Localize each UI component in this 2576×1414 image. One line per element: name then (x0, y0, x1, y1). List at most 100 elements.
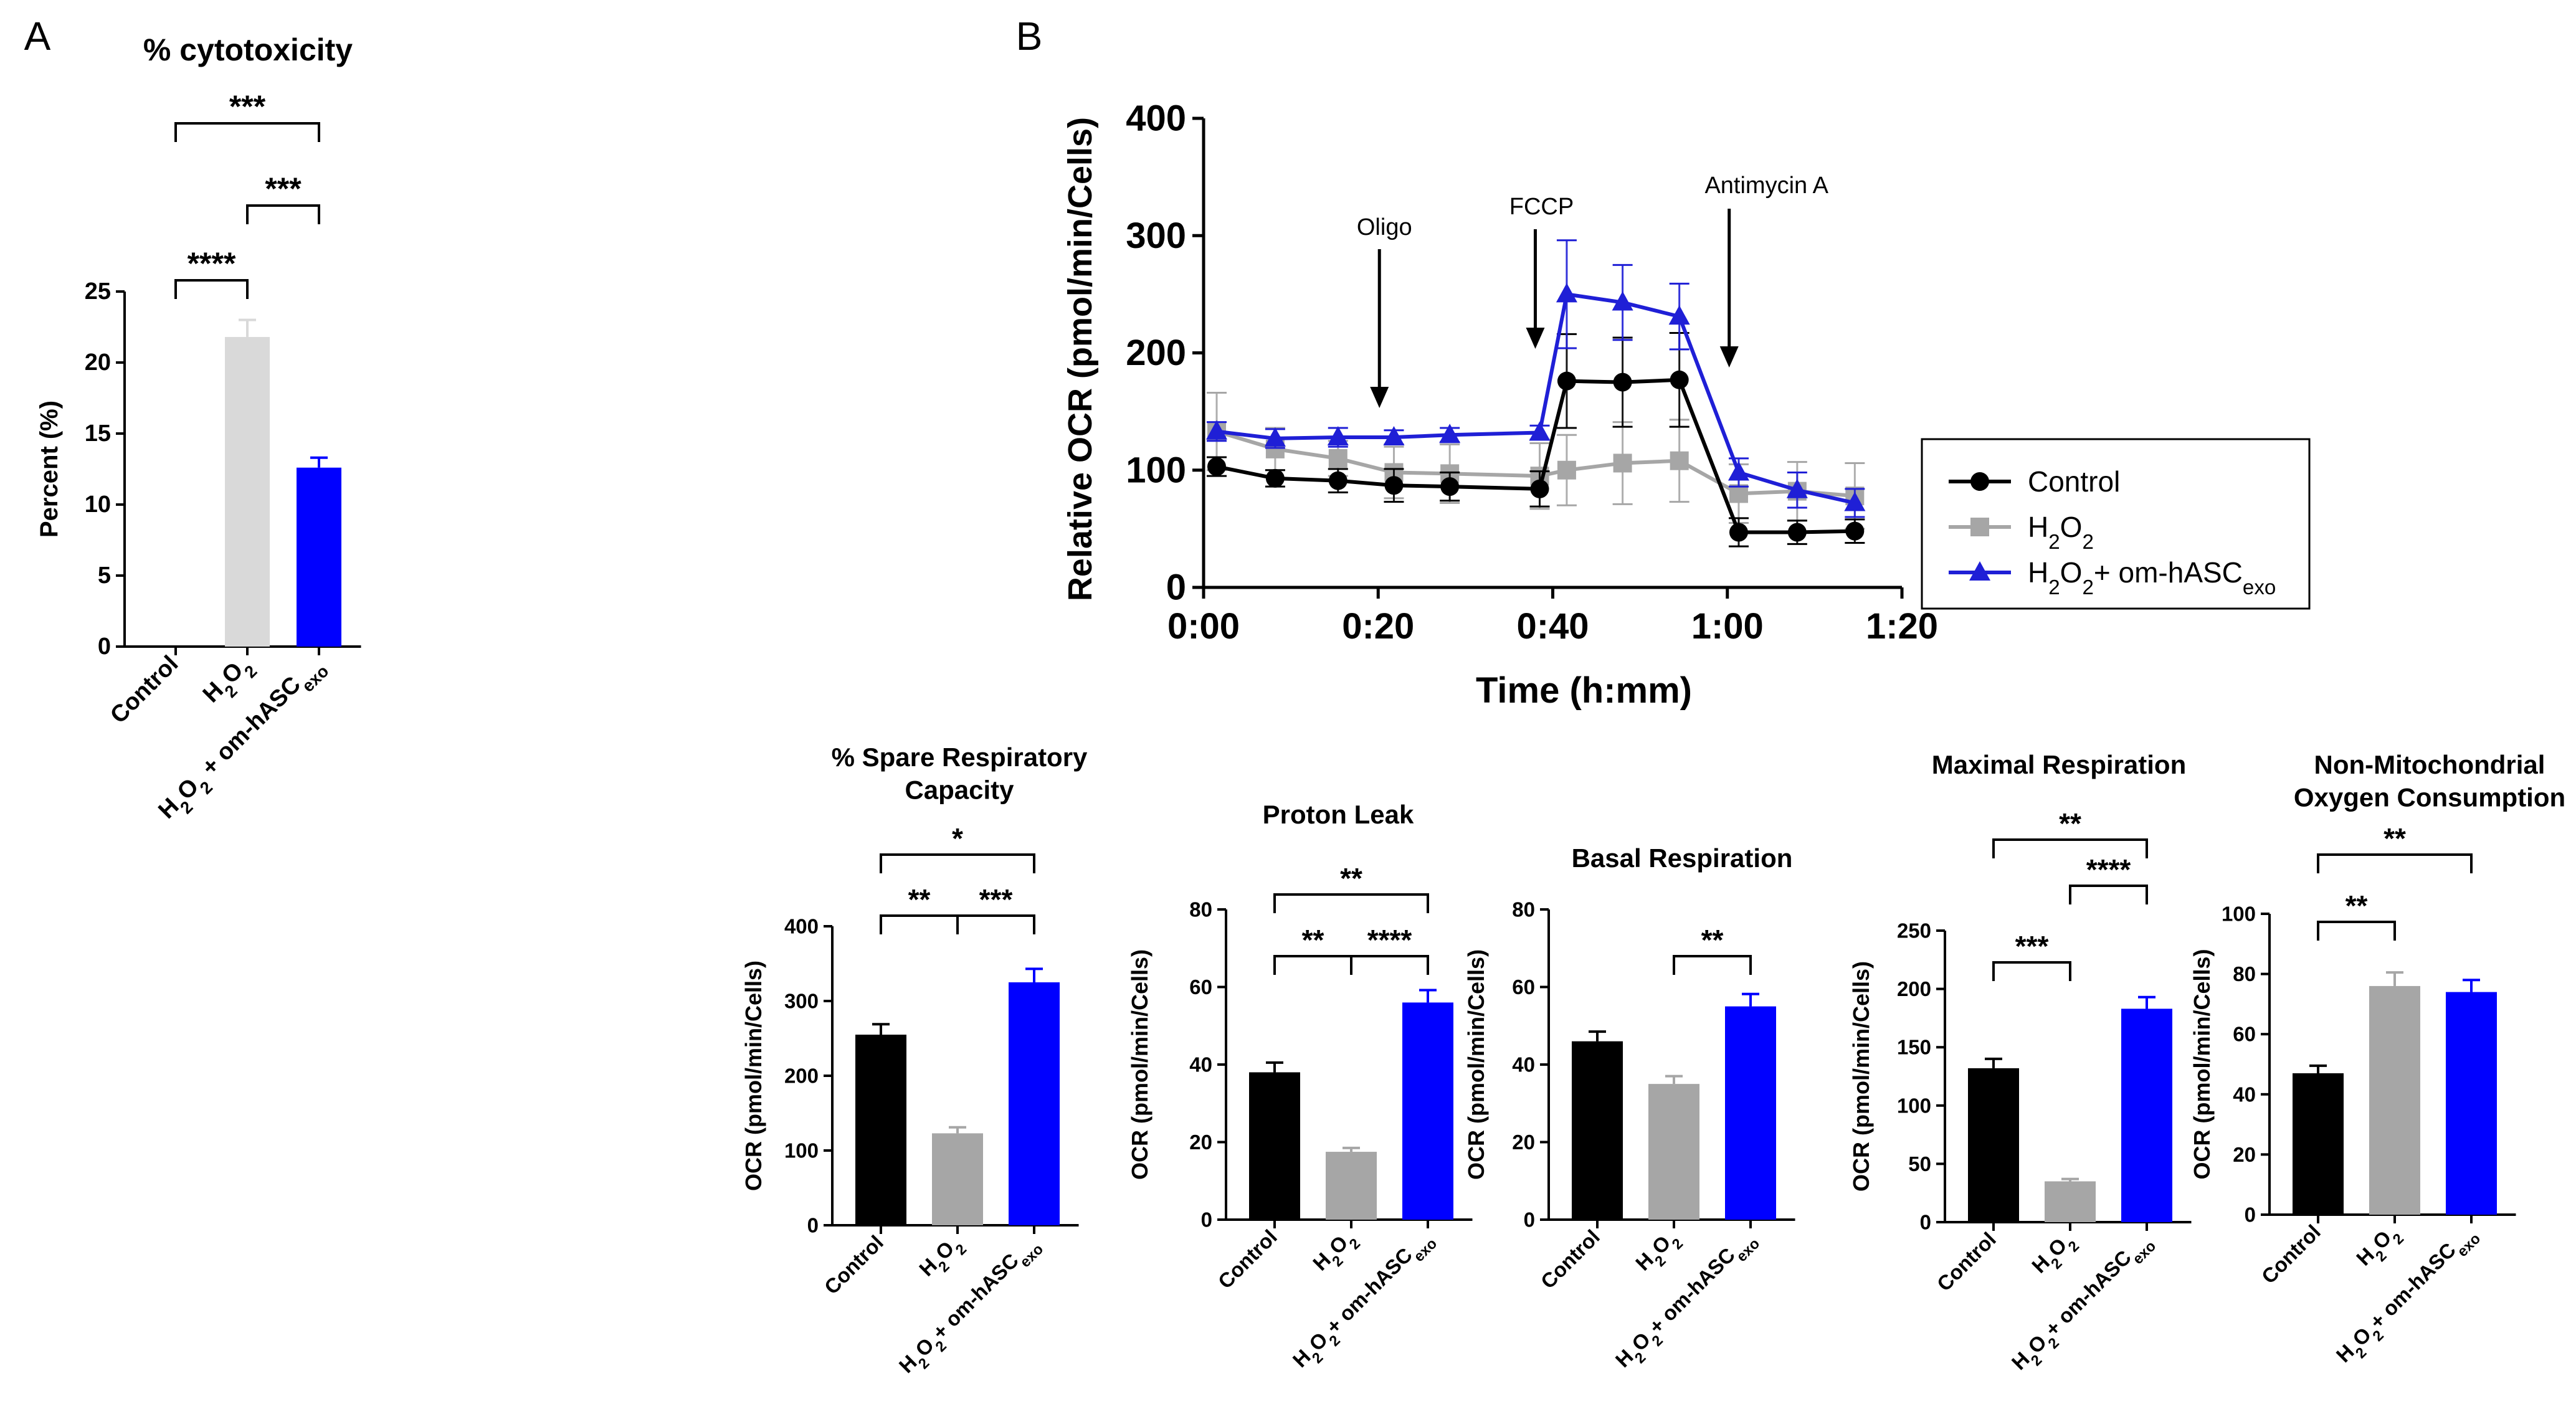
x-tick-label: Control (2257, 1220, 2325, 1288)
bar (1402, 1002, 1453, 1220)
significance-bracket (1273, 955, 1352, 975)
y-tick-label: 50 (1908, 1152, 1931, 1175)
significance-bracket (2069, 885, 2148, 904)
significance-bracket (1992, 838, 2148, 858)
data-point (1557, 460, 1576, 480)
bar (1725, 1006, 1776, 1220)
y-tick-label: 0 (98, 633, 111, 660)
y-tick-label: 20 (1512, 1131, 1535, 1154)
data-point (1845, 521, 1865, 541)
significance-bracket (2317, 853, 2473, 873)
bar (1249, 1072, 1300, 1220)
significance-label: * (952, 822, 963, 855)
significance-bracket (1673, 955, 1752, 975)
data-point (1729, 523, 1748, 542)
y-axis-label: Relative OCR (pmol/min/Cells) (1062, 117, 1099, 601)
chart-nonmito: Non-Mitochondrial Oxygen Consumption 0 20 40… (2189, 750, 2565, 1367)
bar (2121, 1008, 2172, 1222)
annotation-arrowhead (1526, 328, 1545, 349)
bar (1648, 1084, 1699, 1220)
chart-spare: % Spare Respiratory Capacity 0 100 200 300 400… (741, 743, 1088, 1383)
significance-bracket (1992, 961, 2071, 981)
y-tick-label: 60 (2233, 1023, 2256, 1046)
data-point (1264, 427, 1286, 447)
chart-title: Oxygen Consumption (2294, 783, 2565, 812)
annotation-arrowhead (1719, 346, 1739, 368)
significance-bracket (2317, 921, 2396, 941)
y-axis-label: Percent (%) (36, 401, 63, 538)
significance-label: *** (979, 883, 1013, 916)
significance-label: ** (1701, 924, 1724, 956)
data-point (1844, 491, 1866, 511)
x-tick-label: H2O2 (1631, 1225, 1686, 1281)
y-tick-label: 40 (2233, 1083, 2256, 1106)
significance-bracket (880, 914, 959, 934)
chart-title: % cytotoxicity (143, 32, 353, 67)
chart-title: Proton Leak (1263, 800, 1414, 829)
y-tick-label: 20 (2233, 1143, 2256, 1166)
chart-title: Basal Respiration (1572, 843, 1793, 873)
series-1 (1207, 392, 1865, 530)
y-tick-label: 80 (1512, 898, 1535, 921)
y-tick-label: 300 (784, 990, 819, 1013)
data-point (1440, 477, 1460, 496)
y-tick-label: 250 (1897, 919, 1931, 942)
y-tick-label: 20 (85, 349, 111, 376)
significance-label: ** (2345, 890, 2368, 922)
series-2 (1206, 239, 1866, 518)
y-tick-label: 40 (1512, 1053, 1535, 1076)
significance-label: **** (188, 246, 236, 281)
chart-title: Capacity (905, 776, 1014, 805)
data-point (1613, 453, 1632, 473)
data-point (1265, 468, 1285, 488)
x-tick-label: Control (1536, 1225, 1604, 1293)
x-tick-label: H2O2+ om-hASCexo (1288, 1225, 1440, 1377)
x-tick-label: H2O2 (198, 651, 260, 713)
bar (1009, 982, 1060, 1225)
annotation-label: Oligo (1357, 214, 1412, 240)
y-tick-label: 0 (807, 1214, 819, 1237)
chart-ocr: 0 100 200 300 400 0:00 0:20 0:40 1:00 1:20 Time (h… (1062, 98, 2311, 711)
y-axis-label: OCR (pmol/min/Cells) (1848, 961, 1874, 1192)
bar (297, 467, 341, 647)
panel-label-a: A (24, 14, 51, 59)
series-line (1216, 377, 1855, 534)
x-tick-label: H2O2 (1308, 1225, 1364, 1281)
data-point (1383, 426, 1405, 446)
y-tick-label: 15 (85, 420, 111, 447)
legend-marker (1969, 561, 1990, 581)
legend-label: H2O2+ om-hASCexo (2028, 556, 2276, 599)
x-tick-label: Control (105, 651, 183, 729)
chart-cytotoxicity: % cytotoxicity 0 5 10 15 20 25 Percent (%) Contr… (36, 32, 361, 824)
x-tick-label: H2O2 (2027, 1228, 2083, 1283)
data-point (1668, 305, 1690, 325)
significance-bracket (1350, 955, 1429, 975)
y-axis-label: OCR (pmol/min/Cells) (1463, 949, 1489, 1180)
y-tick-label: 400 (1126, 98, 1186, 139)
x-tick-label: H2O2+ om-hASCexo (2007, 1228, 2159, 1380)
y-tick-label: 200 (784, 1065, 819, 1088)
data-point (1670, 451, 1689, 470)
x-tick-label: H2O2+ om-hASCexo (1611, 1225, 1763, 1377)
x-tick-label: Control (1214, 1225, 1281, 1293)
chart-basal: Basal Respiration 0 20 40 60 80 OCR (pmol/min/… (1463, 843, 1795, 1377)
bar (1326, 1152, 1377, 1220)
x-tick-label: H2O2+ om-hASCexo (895, 1231, 1047, 1383)
significance-label: ** (1302, 924, 1324, 956)
x-tick-label: 0:40 (1516, 606, 1589, 647)
legend-marker (1970, 518, 1989, 536)
data-point (1557, 371, 1576, 391)
data-point (1556, 283, 1577, 303)
data-point (1530, 479, 1549, 498)
x-tick-label: 0:20 (1342, 606, 1414, 647)
significance-bracket (880, 853, 1035, 873)
y-tick-label: 100 (1897, 1094, 1931, 1117)
significance-bracket (174, 122, 320, 142)
chart-title: Maximal Respiration (1932, 750, 2186, 779)
significance-bracket (174, 279, 249, 299)
x-tick-label: 1:20 (1866, 606, 1938, 647)
significance-label: ** (2384, 822, 2406, 855)
data-point (1529, 421, 1551, 441)
data-point (1328, 471, 1347, 490)
bar (2446, 992, 2497, 1215)
